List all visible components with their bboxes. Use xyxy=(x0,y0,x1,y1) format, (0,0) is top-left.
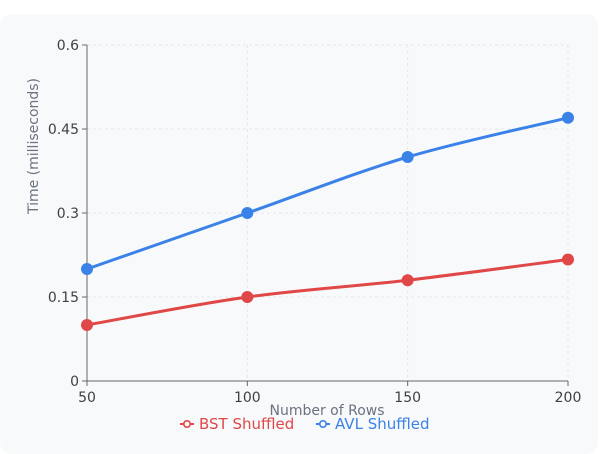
x-tick-label: 150 xyxy=(394,390,421,406)
y-tick-label: 0.45 xyxy=(48,122,79,138)
data-point-bst-shuffled xyxy=(81,319,93,331)
series-line-avl-shuffled xyxy=(86,116,569,271)
legend-label: AVL Shuffled xyxy=(335,415,429,433)
data-point-bst-shuffled xyxy=(401,274,414,287)
data-point-avl-shuffled xyxy=(562,111,574,124)
series-line-bst-shuffled xyxy=(86,257,569,327)
grid xyxy=(87,44,569,381)
data-point-avl-shuffled xyxy=(81,263,93,275)
y-tick-label: 0 xyxy=(70,374,79,390)
y-tick-label: 0.3 xyxy=(57,206,79,222)
data-point-avl-shuffled xyxy=(241,207,254,219)
legend[interactable]: BST Shuffled AVL Shuffled xyxy=(180,415,429,433)
y-axis-title: Time (milliseconds) xyxy=(26,78,42,215)
legend-item-avl-shuffled[interactable]: AVL Shuffled xyxy=(316,415,429,433)
legend-label: BST Shuffled xyxy=(199,415,294,433)
legend-swatch-marker xyxy=(318,419,327,428)
y-tick-label: 0.6 xyxy=(57,38,79,54)
data-point-avl-shuffled xyxy=(401,151,414,163)
legend-swatch-marker xyxy=(183,419,192,428)
series xyxy=(81,111,574,331)
x-tick-label: 100 xyxy=(234,390,261,406)
x-axis-title: Number of Rows xyxy=(269,403,384,419)
data-point-bst-shuffled xyxy=(562,253,574,266)
data-point-bst-shuffled xyxy=(241,291,254,303)
x-tick-label: 50 xyxy=(78,390,96,406)
x-tick-label: 200 xyxy=(555,390,582,406)
tick-labels: 0 0.15 0.3 0.45 0.6 50 100 150 200 xyxy=(48,38,582,406)
y-tick-label: 0.15 xyxy=(48,290,79,306)
legend-item-bst-shuffled[interactable]: BST Shuffled xyxy=(180,415,294,433)
